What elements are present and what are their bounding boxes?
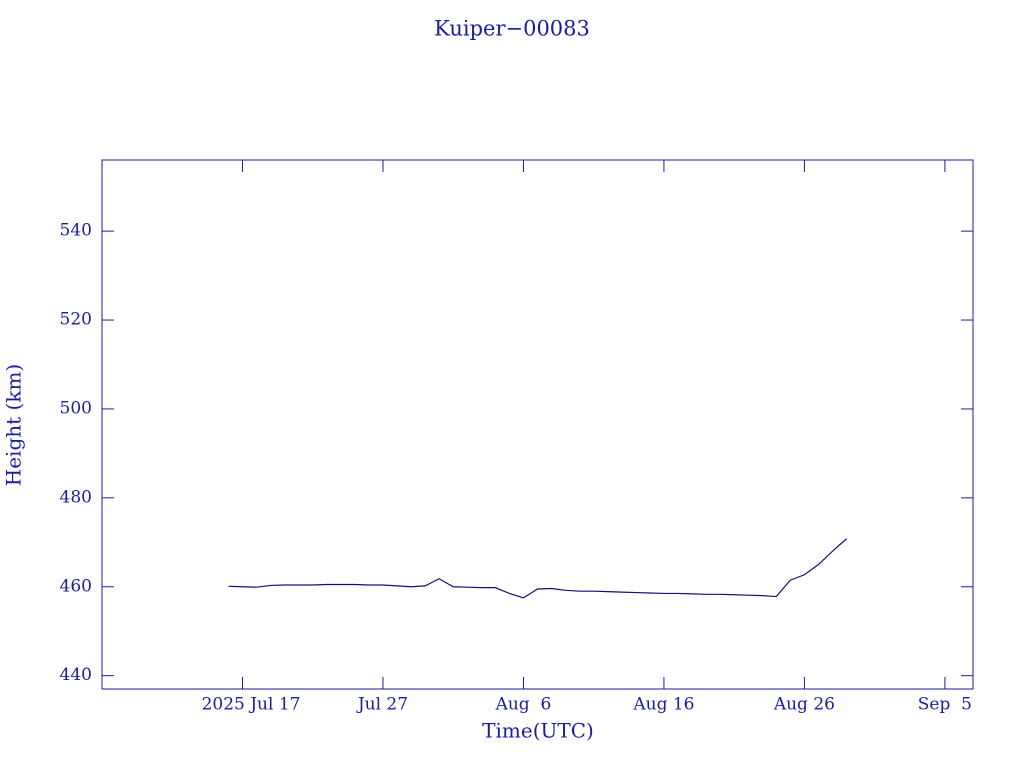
plot-frame: [101, 159, 974, 690]
data-line: [228, 538, 847, 599]
x-tick-label: Aug 6: [495, 695, 552, 715]
x-tick-label: 2025 Jul 17: [202, 695, 301, 715]
y-tick-label: 540: [60, 221, 92, 241]
x-axis-label: Time(UTC): [482, 719, 594, 743]
chart-title: Kuiper−00083: [434, 17, 590, 41]
x-tick-label: Sep 5: [918, 695, 972, 715]
x-tick-label: Aug 16: [632, 695, 694, 715]
y-tick-label: 520: [60, 310, 92, 330]
y-tick-label: 480: [60, 487, 92, 507]
y-tick-label: 500: [60, 398, 92, 418]
y-tick-label: 440: [60, 665, 92, 685]
x-tick-label: Aug 26: [773, 695, 835, 715]
y-axis-label: Height (km): [2, 364, 26, 486]
x-tick-label: Jul 27: [356, 695, 408, 715]
y-tick-label: 460: [60, 576, 92, 596]
